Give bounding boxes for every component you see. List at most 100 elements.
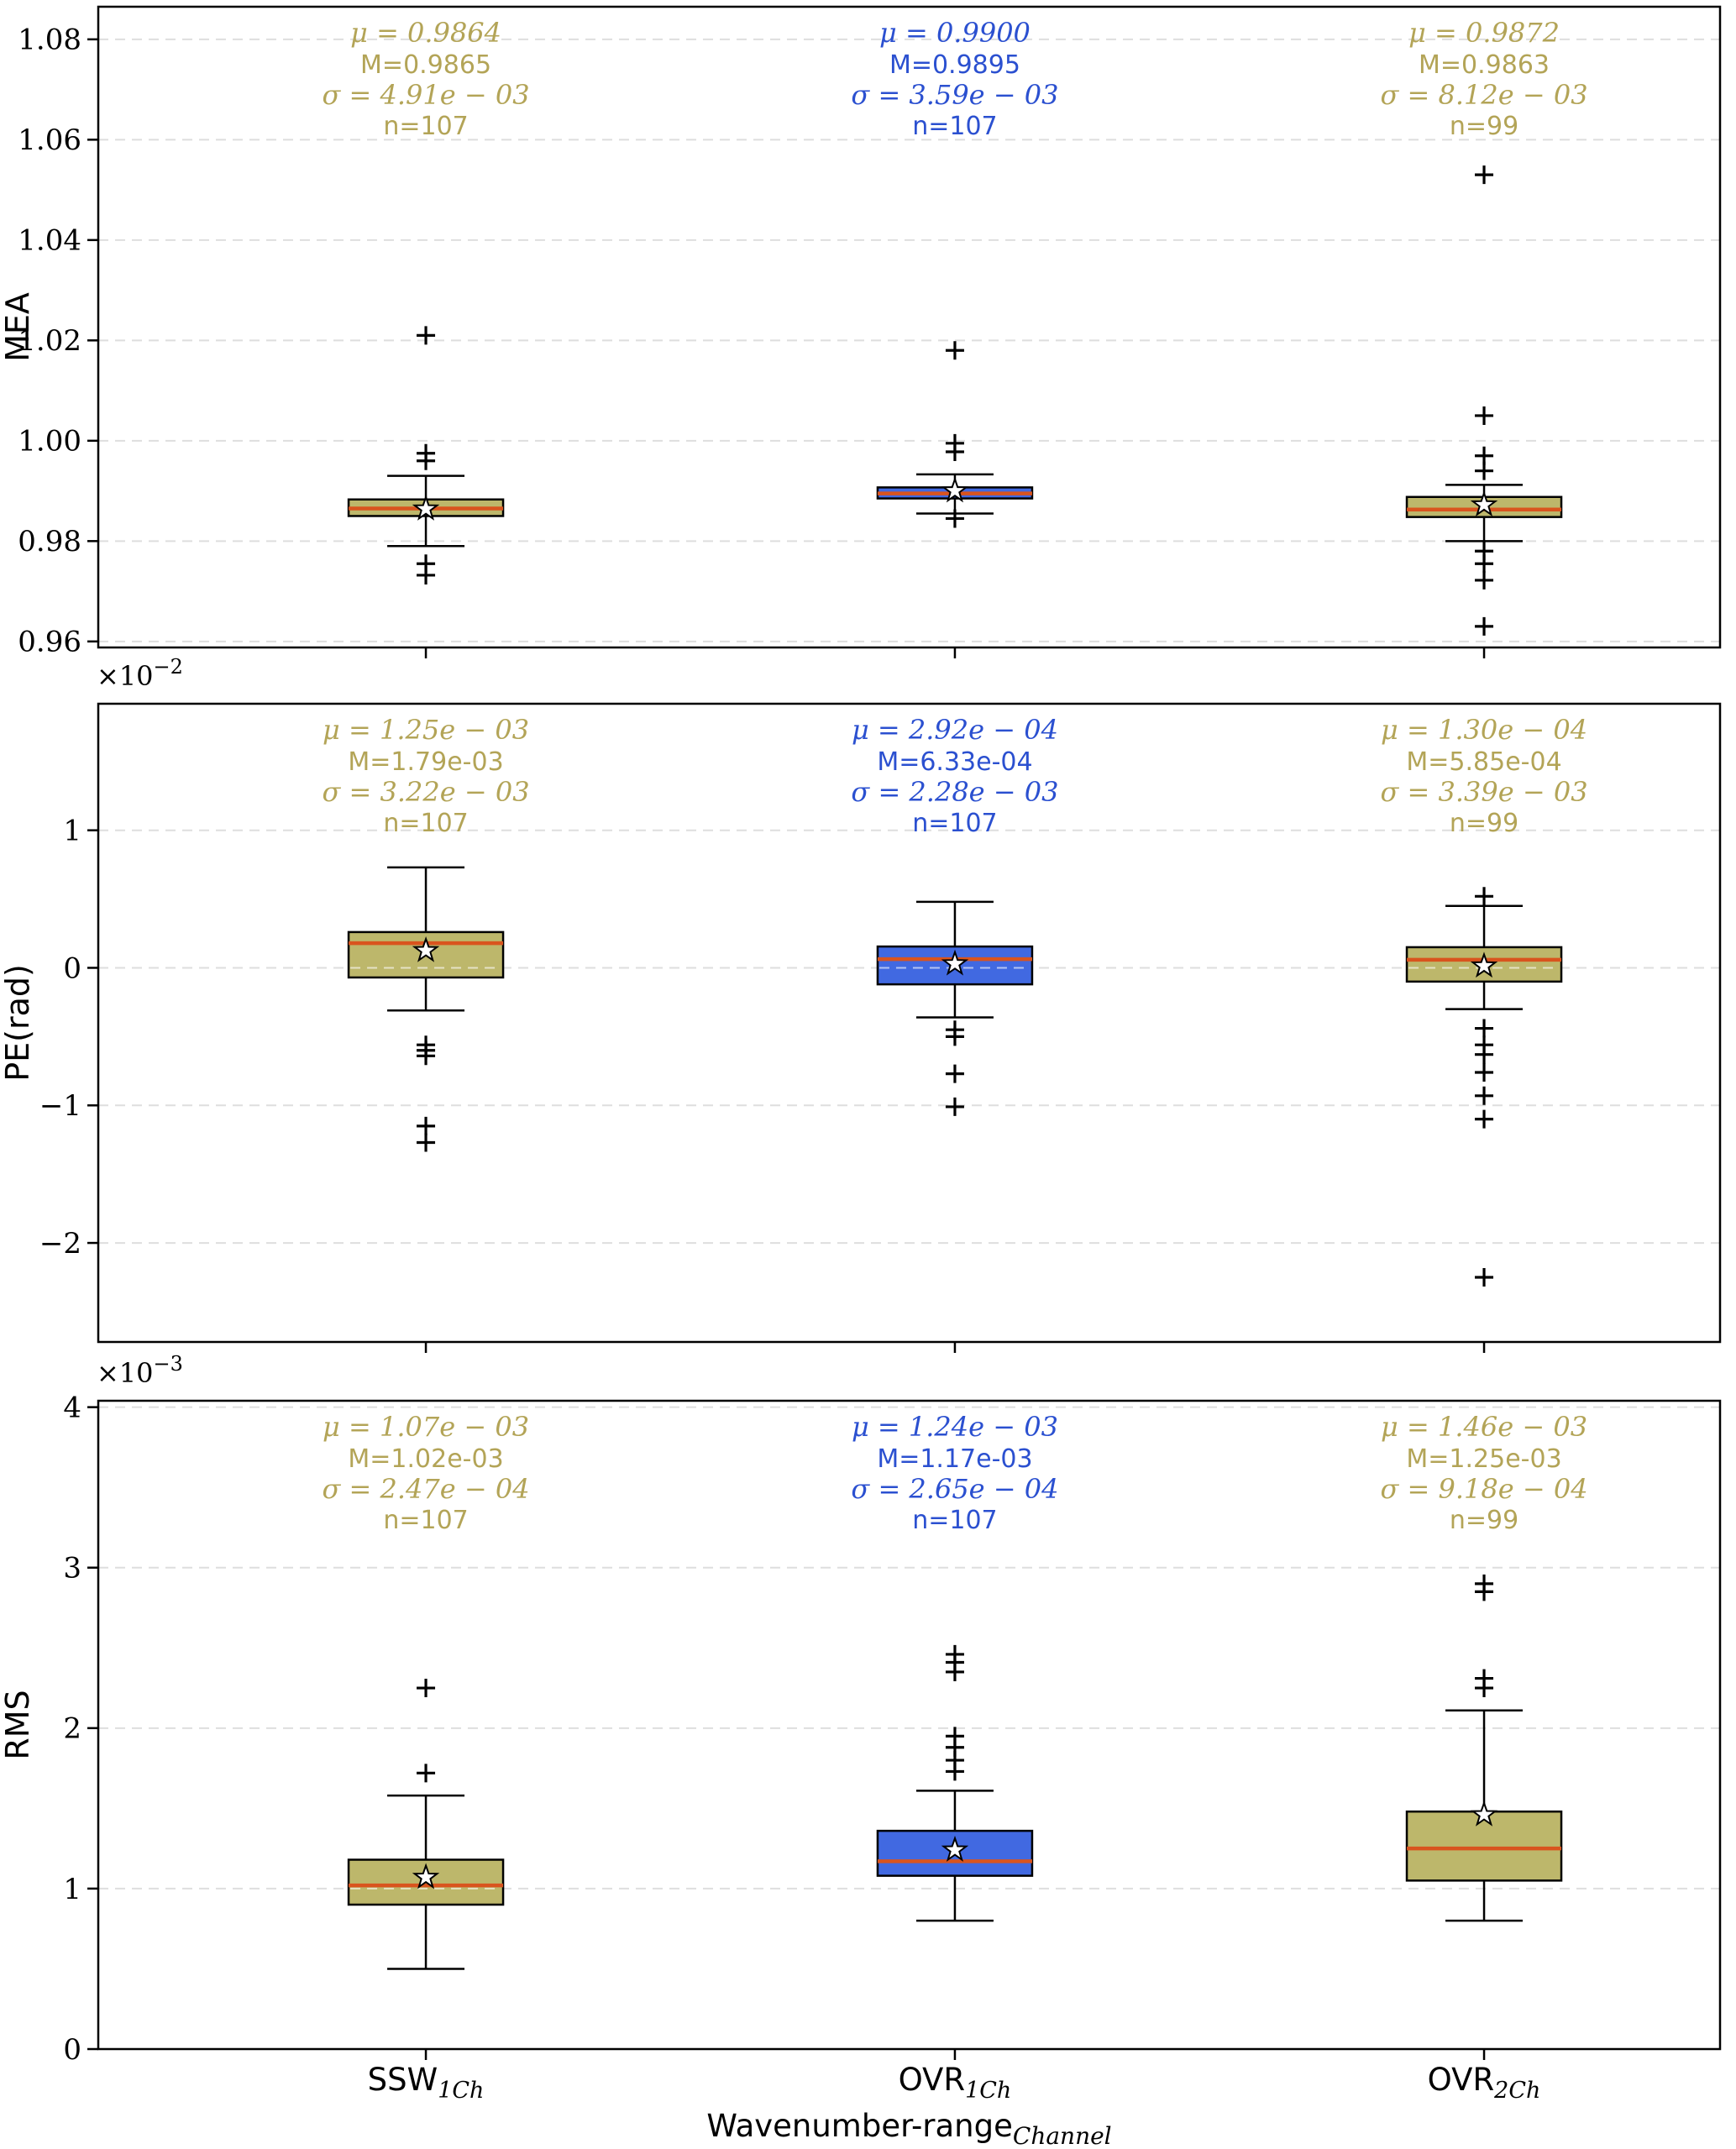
outlier-plus-marker: [417, 1133, 436, 1152]
outlier-plus-marker: [1475, 616, 1494, 636]
panel-background: [98, 1401, 1720, 2049]
stats-annotation: n=107: [383, 112, 468, 141]
stats-annotation: n=107: [912, 1506, 997, 1535]
outlier-plus-marker: [1475, 1109, 1494, 1129]
outlier-plus-marker: [945, 341, 964, 360]
y-tick-label: 1.02: [18, 324, 81, 358]
stats-annotation: μ = 0.9864: [350, 17, 501, 49]
y-tick-label: 0: [63, 2033, 81, 2067]
mean-star-marker: [412, 936, 440, 962]
stats-annotation: M=0.9895: [889, 50, 1020, 80]
stats-annotation: n=107: [912, 112, 997, 141]
y-tick-label: −1: [39, 1089, 81, 1123]
stats-annotation: μ = 0.9872: [1408, 17, 1560, 49]
mean-star-marker: [412, 495, 440, 521]
stats-annotation: μ = 1.30e − 04: [1381, 714, 1587, 746]
boxplot-group: μ = 2.92e − 04M=6.33e-04σ = 2.28e − 03n=…: [851, 714, 1058, 1116]
y-tick-label: 0.98: [18, 525, 81, 558]
y-axis-label: MEA: [0, 292, 36, 362]
outlier-plus-marker: [1475, 1268, 1494, 1287]
stats-annotation: μ = 2.92e − 04: [852, 714, 1058, 746]
x-category-label: OVR1Ch: [899, 2062, 1012, 2104]
stats-annotation: σ = 2.28e − 03: [851, 776, 1058, 808]
outlier-plus-marker: [1475, 1086, 1494, 1105]
y-tick-label: 1.00: [18, 425, 81, 459]
stats-annotation: M=1.17e-03: [877, 1444, 1032, 1474]
outlier-plus-marker: [1475, 1574, 1494, 1593]
outlier-plus-marker: [1475, 570, 1494, 590]
stats-annotation: σ = 2.47e − 04: [323, 1473, 530, 1505]
stats-annotation: M=1.25e-03: [1406, 1444, 1561, 1474]
outlier-plus-marker: [1475, 165, 1494, 185]
outlier-plus-marker: [945, 1064, 964, 1083]
mean-star-marker: [941, 1835, 969, 1862]
mean-star-marker: [1470, 490, 1498, 517]
outlier-plus-marker: [417, 565, 436, 584]
stats-annotation: μ = 1.24e − 03: [852, 1411, 1058, 1443]
outlier-plus-marker: [417, 326, 436, 345]
stats-annotation: σ = 3.39e − 03: [1381, 776, 1588, 808]
outlier-plus-marker: [417, 1046, 436, 1066]
y-tick-label: 0: [63, 951, 81, 985]
panel-border: [97, 1399, 1722, 2051]
outlier-plus-marker: [1475, 406, 1494, 425]
y-tick-label: 1.06: [18, 123, 81, 157]
y-tick-label: 1.08: [18, 24, 81, 57]
boxplot-group: μ = 1.25e − 03M=1.79e-03σ = 3.22e − 03n=…: [323, 714, 530, 1152]
stats-annotation: σ = 8.12e − 03: [1381, 79, 1588, 111]
panel-border: [97, 702, 1722, 1344]
outlier-plus-marker: [417, 1116, 436, 1135]
y-tick-label: 1.04: [18, 224, 81, 258]
mean-star-marker: [941, 949, 969, 976]
stats-annotation: μ = 1.25e − 03: [323, 714, 529, 746]
outlier-plus-marker: [945, 1027, 964, 1046]
outlier-plus-marker: [945, 1644, 964, 1664]
y-tick-label: 2: [63, 1712, 81, 1746]
stats-annotation: n=99: [1450, 809, 1518, 838]
boxplot-group: μ = 1.30e − 04M=5.85e-04σ = 3.39e − 03n=…: [1381, 714, 1588, 1287]
stats-annotation: σ = 4.91e − 03: [323, 79, 530, 111]
outlier-plus-marker: [417, 451, 436, 470]
x-category-label: SSW1Ch: [368, 2062, 485, 2104]
outlier-plus-marker: [945, 509, 964, 528]
outlier-plus-marker: [1475, 1062, 1494, 1082]
y-tick-label: 0.96: [18, 626, 81, 659]
y-axis-label: PE(rad): [0, 964, 36, 1082]
y-axis-label: RMS: [0, 1690, 36, 1759]
stats-annotation: M=0.9865: [360, 50, 491, 80]
boxplot-group: μ = 1.24e − 03M=1.17e-03σ = 2.65e − 04n=…: [851, 1411, 1058, 1922]
panel-mea: 0.960.981.001.021.041.061.08 μ = 0.9864M=…: [0, 5, 1722, 659]
mean-star-marker: [412, 1863, 440, 1890]
stats-annotation: M=6.33e-04: [877, 747, 1032, 777]
stats-annotation: μ = 1.07e − 03: [323, 1411, 529, 1443]
stats-annotation: μ = 0.9900: [879, 17, 1031, 49]
y-tick-label: 3: [63, 1552, 81, 1586]
y-tick-label: 1: [63, 815, 81, 848]
outlier-plus-marker: [1475, 887, 1494, 906]
stats-annotation: σ = 3.22e − 03: [323, 776, 530, 808]
panel-border: [97, 5, 1722, 649]
panel-rms: 0 1 2 3 4 μ = 1.07e − 03M=1.02e-03σ = 2.47e −…: [0, 1352, 1722, 2067]
stats-annotation: M=5.85e-04: [1406, 747, 1561, 777]
stats-annotation: σ = 9.18e − 04: [1381, 1473, 1588, 1505]
x-axis-label: Wavenumber-rangeChannel: [706, 2108, 1111, 2149]
stats-annotation: σ = 2.65e − 04: [851, 1473, 1058, 1505]
boxplot-group: μ = 1.07e − 03M=1.02e-03σ = 2.47e − 04n=…: [323, 1411, 530, 1970]
stats-annotation: σ = 3.59e − 03: [851, 79, 1058, 111]
mean-star-marker: [1470, 1800, 1498, 1827]
boxplot-group: μ = 1.46e − 03M=1.25e-03σ = 9.18e − 04n=…: [1381, 1411, 1588, 1922]
stats-annotation: μ = 1.46e − 03: [1381, 1411, 1587, 1443]
mean-star-marker: [1470, 951, 1498, 978]
stats-annotation: n=107: [912, 809, 997, 838]
stats-annotation: M=0.9863: [1419, 50, 1550, 80]
y-tick-label: 1: [63, 1873, 81, 1906]
outlier-plus-marker: [417, 1764, 436, 1783]
outlier-plus-marker: [945, 442, 964, 461]
outlier-plus-marker: [945, 1097, 964, 1116]
panel-background: [98, 704, 1720, 1342]
outlier-plus-marker: [1475, 461, 1494, 480]
